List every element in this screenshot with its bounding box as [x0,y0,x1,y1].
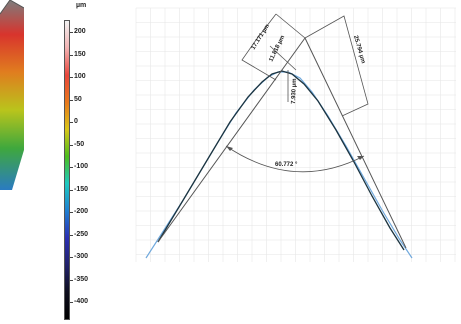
scale-tick-mark [70,54,73,56]
scale-tick-label: -400 [74,298,89,305]
scale-tick-mark [70,167,73,168]
background-grid [135,7,456,262]
scale-tick-label: -100 [74,163,89,170]
apex-angle-arc [225,145,365,173]
right-side-dimension [304,15,369,117]
scale-tick-mark [70,302,73,303]
scale-tick-label: -250 [74,230,89,238]
scale-tick-label: 100 [74,73,86,80]
scale-tick-label: 0 [74,118,78,125]
right-flank-fit-line [304,37,407,249]
profile-trace [157,70,405,251]
tip-radius-label: 7.930 µm [291,78,298,104]
scale-tick-label: 200 [74,28,86,35]
scale-tick-mark [70,212,73,213]
scale-tick-label: -300 [74,253,89,260]
scale-tick-mark [70,32,73,33]
scale-unit-label: µm [76,2,87,9]
side-length-right-label: 25.794 µm [352,35,366,64]
scale-tick-mark [70,279,73,281]
scale-tick-label: -350 [74,275,89,283]
scale-tick-mark [70,189,73,191]
color-scale-bar [64,20,70,320]
scale-tick-mark [70,257,73,258]
scale-tick-mark [70,144,73,146]
profile-measurement-view: 17.171 µm 11.818 µm 7.930 µm 25.794 µm 6… [106,0,461,324]
apex-angle-label: 60.772 ° [275,162,298,168]
scale-tick-label: 50 [74,95,82,103]
scale-tick-mark [70,99,73,101]
scale-tick-label: -50 [74,140,85,148]
scale-tick-label: -200 [74,208,89,215]
left-side-dimension [241,13,277,81]
scale-tick-label: 150 [74,50,86,58]
color-scale-legend: µm 200 150 100 50 0 -50 -100 -150 -200 -250 -300 -3… [56,0,106,324]
chord-dimension [269,45,297,71]
scale-tick-mark [70,122,73,123]
scale-tick-label: -150 [74,185,89,193]
surface-preview-3d [0,0,24,190]
left-flank-fit-line [157,37,306,243]
scale-tick-mark [70,234,73,236]
scale-tick-mark [70,77,73,78]
